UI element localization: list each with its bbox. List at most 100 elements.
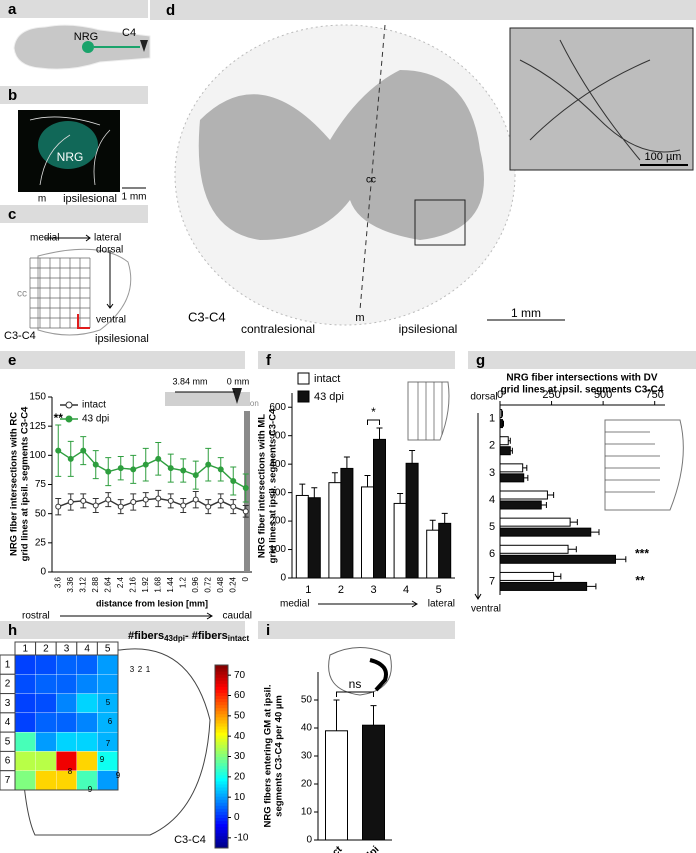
- heat-cell: [35, 693, 57, 714]
- title-part: - #fibers: [185, 630, 228, 642]
- colorbar-step: [215, 759, 228, 764]
- panel-d: cc C3-C4 contralesional m ipsilesional 1…: [174, 24, 694, 336]
- legend-swatch: [65, 415, 73, 423]
- y-axis-label: NRG fiber intersections with ML: [257, 414, 268, 558]
- label: dorsal: [96, 245, 123, 256]
- column-label: 3: [64, 644, 70, 655]
- y-tick-label: 25: [35, 537, 47, 548]
- y-tick-label: 6: [489, 548, 495, 560]
- heat-cell: [14, 731, 36, 752]
- bar: [499, 490, 548, 500]
- x-tick-label: 5: [436, 584, 442, 596]
- marker: [117, 465, 124, 472]
- label: 3.84 mm: [172, 376, 207, 386]
- error-bar: [429, 519, 436, 531]
- title-part: intact: [228, 634, 250, 643]
- bar: [362, 724, 385, 841]
- error-bar: [333, 699, 340, 731]
- colorbar-step: [215, 707, 228, 712]
- grid: [605, 431, 660, 493]
- colorbar-label: 60: [234, 690, 246, 701]
- marker: [117, 503, 124, 510]
- heat-cell: [76, 674, 98, 694]
- colorbar-step: [215, 756, 228, 761]
- heat-cell: [56, 770, 77, 791]
- x-tick-label: 0.48: [216, 576, 225, 592]
- panel-label: a: [8, 1, 17, 18]
- bar: [325, 730, 348, 841]
- error-bar: [568, 546, 577, 553]
- x-tick-label: 0.24: [228, 576, 237, 592]
- bar: [405, 462, 419, 579]
- header-bar: [0, 351, 245, 369]
- marker: [130, 499, 137, 505]
- colorbar-step: [215, 713, 228, 718]
- heat-cell: [76, 751, 98, 771]
- error-bar: [547, 492, 555, 498]
- y-tick-label: 50: [301, 695, 313, 706]
- y-tick-label: 0: [280, 573, 286, 584]
- label: NRG: [74, 31, 98, 43]
- fibers: [519, 39, 681, 161]
- legend-label: intact: [82, 400, 106, 411]
- colorbar-step: [215, 793, 228, 797]
- column-label: 5: [105, 644, 111, 655]
- marker: [55, 447, 62, 454]
- bar: [499, 463, 524, 473]
- marker: [67, 455, 74, 462]
- colorbar-step: [215, 844, 228, 849]
- x-tick-label: 750: [646, 389, 664, 401]
- heat-cell: [56, 654, 77, 675]
- y-tick-label: 125: [29, 421, 46, 432]
- heat-cell: [35, 770, 57, 791]
- colorbar-step: [215, 841, 228, 846]
- x-tick-label: 0: [497, 389, 503, 401]
- panel-label: b: [8, 87, 17, 104]
- x-tick-label: 0.72: [203, 576, 212, 592]
- cord-schematic: [328, 647, 392, 696]
- cord-schematic: [604, 419, 684, 511]
- y-tick-label: 40: [301, 723, 313, 734]
- x-tick-label: 3.12: [78, 576, 87, 592]
- x-tick-label: 1.92: [141, 576, 150, 592]
- colorbar-step: [215, 838, 228, 843]
- bar: [499, 554, 616, 564]
- x-tick-label: 2: [338, 584, 344, 596]
- arrow: [318, 600, 418, 608]
- x-tick-label: 3.6: [53, 576, 62, 588]
- heat-cell: [14, 712, 36, 733]
- header-bar: [258, 351, 455, 369]
- column-label: 1: [23, 644, 29, 655]
- label: dorsal: [470, 392, 497, 403]
- chart-title: NRG fiber intersections with DV: [506, 373, 657, 384]
- marker: [180, 467, 187, 474]
- x-tick-label: 2.16: [128, 576, 137, 592]
- column-label: 2: [43, 644, 49, 655]
- x-tick-label: intact: [318, 844, 345, 853]
- series-line: [57, 449, 247, 489]
- y-tick-label: 4: [489, 494, 495, 506]
- legend-swatch: [297, 390, 310, 403]
- label: m: [355, 312, 364, 324]
- y-tick-label: 2: [489, 440, 495, 452]
- label: ventral: [471, 604, 501, 615]
- colorbar-label: 50: [234, 710, 246, 721]
- significance: ***: [635, 546, 649, 560]
- y-tick-label: 150: [29, 392, 46, 403]
- y-tick-label: 30: [301, 751, 313, 762]
- y-tick-label: 0: [40, 567, 46, 578]
- y-tick-label: 200: [269, 516, 286, 527]
- nrg-site: [82, 41, 94, 53]
- marker: [192, 496, 199, 503]
- heat-cell: [35, 731, 57, 752]
- grid: [417, 382, 443, 440]
- colorbar-step: [215, 698, 228, 703]
- colorbar-step: [215, 829, 228, 834]
- marker: [180, 502, 187, 509]
- heat-cell: [56, 712, 77, 733]
- colorbar-step: [215, 783, 228, 788]
- colorbar-step: [215, 741, 228, 745]
- label: m: [38, 194, 46, 205]
- colorbar-step: [215, 719, 228, 724]
- colorbar-step: [215, 805, 228, 809]
